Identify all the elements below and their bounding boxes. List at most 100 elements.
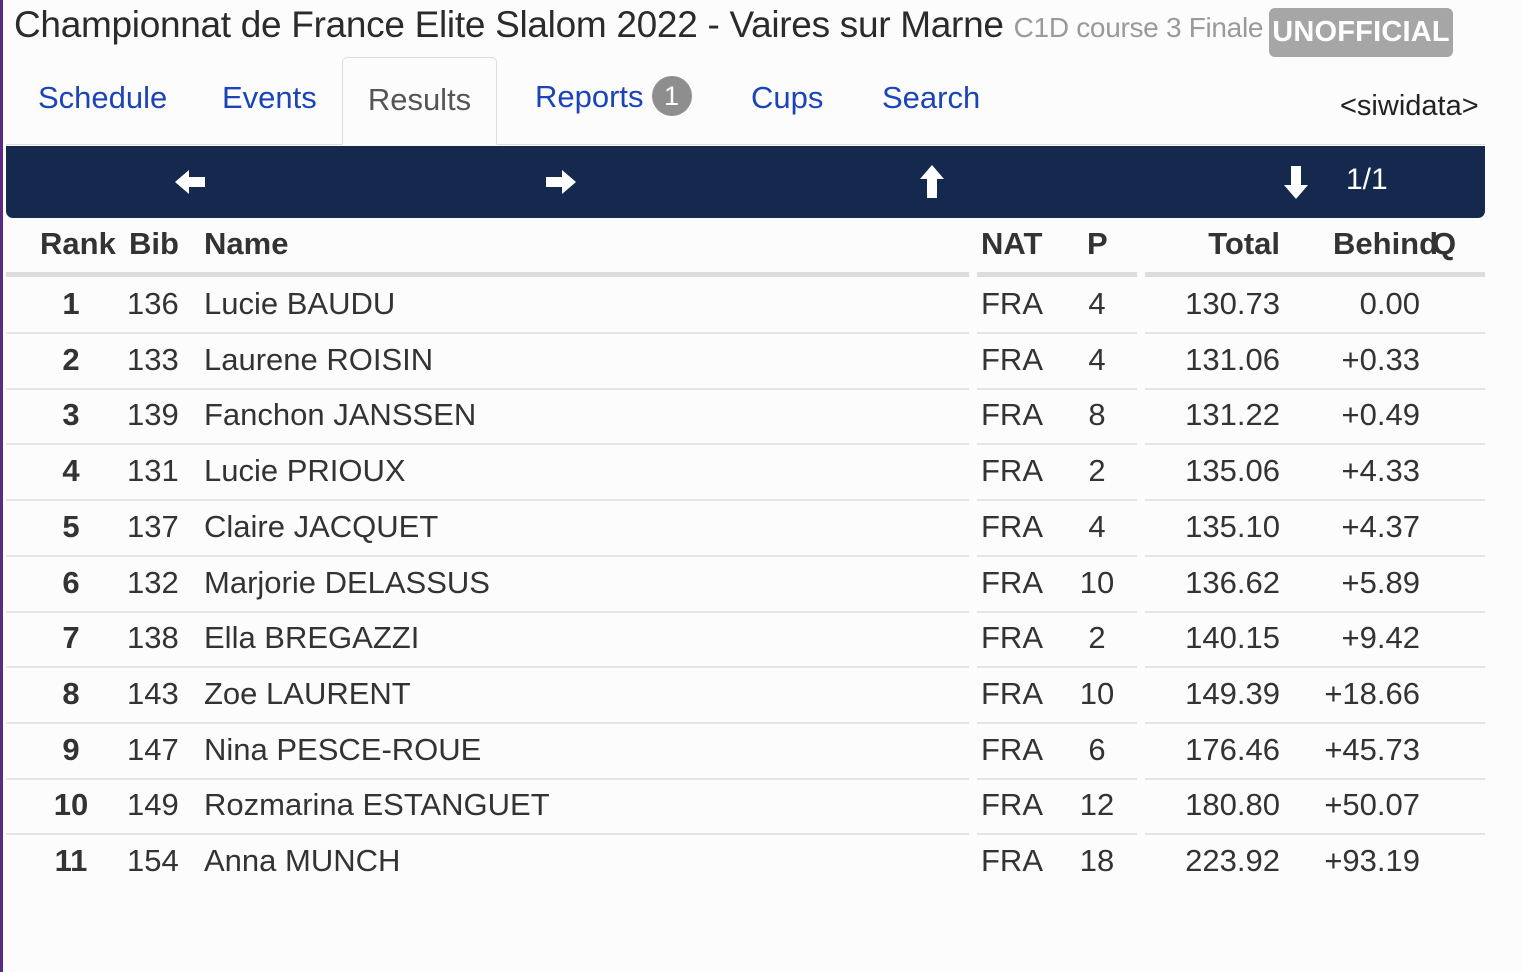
row-divider — [977, 499, 1137, 502]
left-accent-border — [0, 0, 3, 972]
event-title: Championnat de France Elite Slalom 2022 … — [14, 4, 1004, 45]
cell-behind: +4.33 — [1341, 453, 1420, 489]
row-divider — [1145, 833, 1485, 836]
cell-total: 176.46 — [1185, 731, 1280, 767]
cell-penalty: 4 — [1088, 508, 1106, 544]
cell-athlete-name: Ella BREGAZZI — [204, 620, 420, 656]
tab-cups[interactable]: Cups — [751, 80, 824, 115]
cell-rank: 8 — [62, 675, 80, 711]
cell-penalty: 2 — [1088, 453, 1106, 489]
table-row[interactable]: 11 154 Anna MUNCH FRA 18 223.92 +93.19 — [0, 835, 1522, 891]
tab-results-label: Results — [367, 82, 472, 117]
cell-bib: 154 — [127, 843, 179, 878]
cell-nat: FRA — [981, 731, 1043, 767]
cell-rank: 3 — [62, 397, 80, 433]
row-divider — [977, 721, 1137, 724]
header-underline — [6, 272, 969, 277]
arrow-down-icon[interactable] — [1276, 162, 1316, 202]
cell-nat: FRA — [981, 341, 1043, 377]
table-row[interactable]: 5 137 Claire JACQUET FRA 4 135.10 +4.37 — [0, 501, 1522, 557]
tab-reports[interactable]: Reports 1 — [535, 76, 692, 119]
cell-total: 131.22 — [1185, 397, 1280, 433]
arrow-left-icon[interactable] — [171, 162, 211, 202]
table-row[interactable]: 2 133 Laurene ROISIN FRA 4 131.06 +0.33 — [0, 334, 1522, 390]
cell-penalty: 4 — [1088, 286, 1106, 321]
table-row[interactable]: 6 132 Marjorie DELASSUS FRA 10 136.62 +5.89 — [0, 557, 1522, 613]
cell-nat: FRA — [981, 453, 1043, 489]
cell-behind: +93.19 — [1324, 843, 1420, 878]
cell-penalty: 8 — [1088, 397, 1106, 433]
row-divider — [977, 666, 1137, 669]
siwidata-logo[interactable]: <siwidata> — [1340, 90, 1479, 122]
row-divider — [6, 499, 969, 502]
cell-behind: +4.37 — [1341, 508, 1420, 544]
arrow-up-icon[interactable] — [912, 162, 952, 202]
cell-behind: +5.89 — [1341, 564, 1420, 600]
race-subtitle: C1D course 3 Finale A — [1013, 12, 1288, 43]
cell-rank: 9 — [62, 731, 80, 767]
row-divider — [1145, 777, 1485, 780]
cell-nat: FRA — [981, 286, 1043, 321]
cell-bib: 131 — [127, 453, 179, 489]
cell-bib: 147 — [127, 731, 179, 767]
col-header-penalty: P — [1087, 226, 1108, 261]
row-divider — [1145, 666, 1485, 669]
col-header-qualified: Q — [1432, 226, 1457, 261]
row-divider — [1145, 443, 1485, 446]
row-divider — [6, 332, 969, 334]
cell-nat: FRA — [981, 397, 1043, 433]
cell-total: 130.73 — [1185, 286, 1280, 321]
cell-penalty: 6 — [1088, 731, 1106, 767]
cell-total: 149.39 — [1185, 675, 1280, 711]
tab-schedule[interactable]: Schedule — [38, 80, 168, 115]
cell-behind: 0.00 — [1359, 286, 1420, 321]
cell-total: 180.80 — [1185, 787, 1280, 823]
table-row[interactable]: 4 131 Lucie PRIOUX FRA 2 135.06 +4.33 — [0, 445, 1522, 502]
row-divider — [1145, 721, 1485, 724]
cell-penalty: 10 — [1079, 675, 1115, 711]
cell-rank: 1 — [62, 286, 80, 321]
col-header-rank: Rank — [40, 226, 116, 261]
cell-total: 140.15 — [1185, 620, 1280, 656]
table-row[interactable]: 9 147 Nina PESCE-ROUE FRA 6 176.46 +45.73 — [0, 724, 1522, 780]
cell-bib: 136 — [127, 286, 179, 321]
row-divider — [1145, 499, 1485, 502]
page-title: Championnat de France Elite Slalom 2022 … — [14, 4, 1288, 52]
col-header-total: Total — [1208, 226, 1280, 261]
cell-behind: +9.42 — [1341, 620, 1420, 656]
cell-rank: 7 — [62, 620, 80, 656]
cell-nat: FRA — [981, 843, 1043, 878]
table-row[interactable]: 10 149 Rozmarina ESTANGUET FRA 12 180.80 +50.0… — [0, 779, 1522, 836]
arrow-right-icon[interactable] — [540, 162, 580, 202]
cell-rank: 6 — [62, 564, 80, 600]
table-row[interactable]: 7 138 Ella BREGAZZI FRA 2 140.15 +9.42 — [0, 612, 1522, 669]
row-divider — [977, 443, 1137, 446]
cell-total: 136.62 — [1185, 564, 1280, 600]
cell-total: 135.10 — [1185, 508, 1280, 544]
table-row[interactable]: 3 139 Fanchon JANSSEN FRA 8 131.22 +0.49 — [0, 389, 1522, 446]
table-row[interactable]: 8 143 Zoe LAURENT FRA 10 149.39 +18.66 — [0, 668, 1522, 724]
row-divider — [6, 443, 969, 446]
row-divider — [6, 721, 969, 724]
reports-count-badge: 1 — [651, 76, 692, 116]
cell-bib: 138 — [127, 620, 179, 656]
row-divider — [977, 332, 1137, 334]
row-divider — [977, 833, 1137, 836]
tab-events[interactable]: Events — [222, 80, 317, 115]
cell-athlete-name: Anna MUNCH — [204, 843, 401, 878]
col-header-bib: Bib — [129, 226, 179, 261]
cell-bib: 143 — [127, 675, 179, 711]
cell-bib: 137 — [127, 508, 179, 544]
row-divider — [6, 554, 969, 557]
tab-results[interactable]: Results — [342, 57, 497, 145]
cell-bib: 132 — [127, 564, 179, 600]
status-badge: UNOFFICIAL — [1269, 8, 1453, 57]
row-divider — [1145, 610, 1485, 613]
row-divider — [6, 833, 969, 836]
cell-penalty: 2 — [1088, 620, 1106, 656]
tab-search[interactable]: Search — [882, 80, 981, 115]
row-divider — [6, 666, 969, 669]
table-row[interactable]: 1 136 Lucie BAUDU FRA 4 130.73 0.00 — [0, 278, 1522, 334]
cell-behind: +50.07 — [1324, 787, 1420, 823]
page-indicator: 1/1 — [1346, 163, 1388, 196]
